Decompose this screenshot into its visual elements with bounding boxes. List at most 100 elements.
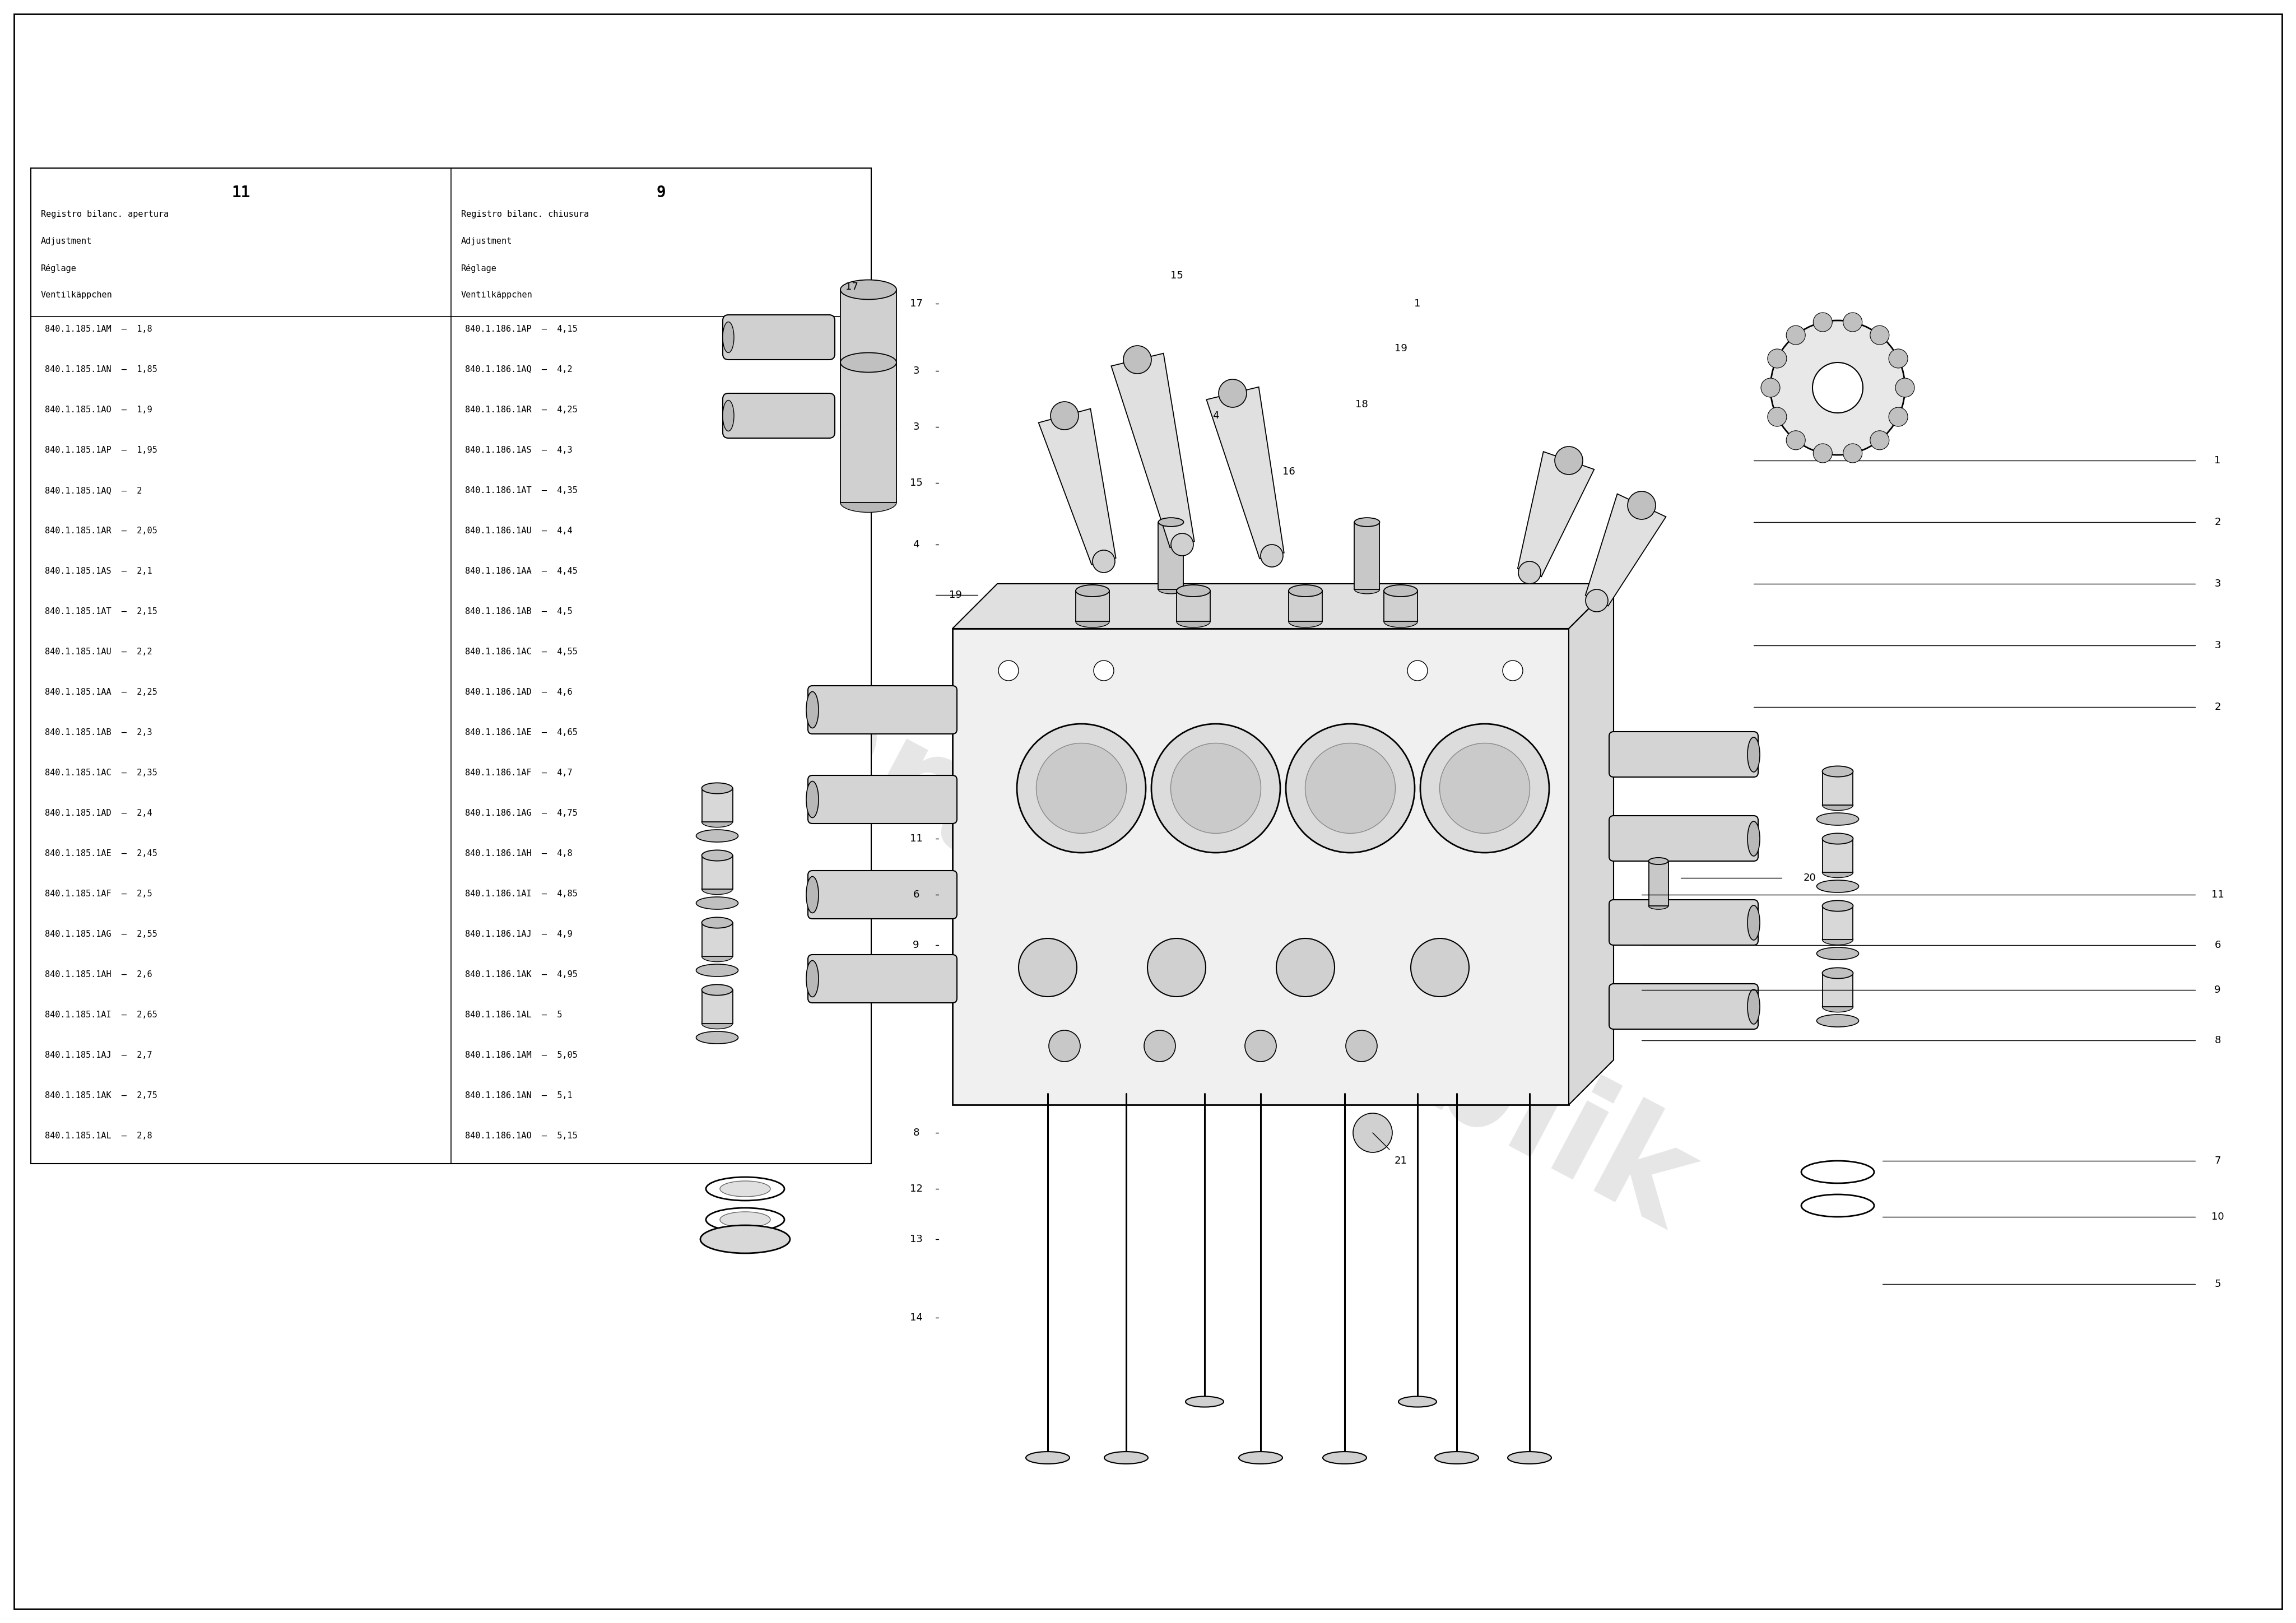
FancyBboxPatch shape [808,954,957,1003]
Ellipse shape [721,1212,771,1227]
Text: 840.1.185.1AU  —  2,2: 840.1.185.1AU — 2,2 [46,648,152,656]
Text: 840.1.185.1AK  —  2,75: 840.1.185.1AK — 2,75 [46,1091,158,1100]
Text: 3: 3 [914,365,918,377]
Circle shape [1786,430,1805,450]
Ellipse shape [1435,1451,1479,1464]
Bar [953,628,1568,1105]
Circle shape [1286,724,1414,852]
Ellipse shape [703,883,732,894]
Circle shape [1150,724,1281,852]
Circle shape [1844,313,1862,331]
FancyBboxPatch shape [1609,816,1759,862]
Text: 1: 1 [2213,456,2220,466]
Text: 840.1.186.1AS  —  4,3: 840.1.186.1AS — 4,3 [466,446,572,454]
Ellipse shape [1398,1396,1437,1407]
Circle shape [1244,1031,1277,1061]
Text: 840.1.186.1AA  —  4,45: 840.1.186.1AA — 4,45 [466,566,579,576]
Text: 840.1.185.1AL  —  2,8: 840.1.185.1AL — 2,8 [46,1131,152,1139]
Circle shape [1261,545,1283,566]
Bar [1823,974,1853,1006]
Text: 6: 6 [2213,940,2220,949]
Ellipse shape [1823,800,1853,810]
Circle shape [1421,724,1550,852]
Ellipse shape [1355,518,1380,526]
Text: 840.1.186.1AO  —  5,15: 840.1.186.1AO — 5,15 [466,1131,579,1139]
Circle shape [1171,534,1194,555]
Text: 2: 2 [2213,518,2220,527]
Text: 840.1.185.1AM  —  1,8: 840.1.185.1AM — 1,8 [46,325,152,333]
FancyBboxPatch shape [723,315,836,360]
Text: Réglage: Réglage [461,265,496,273]
Text: 840.1.186.1AE  —  4,65: 840.1.186.1AE — 4,65 [466,729,579,737]
Text: 11: 11 [2211,889,2225,899]
Ellipse shape [1159,518,1182,526]
Text: 4: 4 [1212,411,1219,420]
Text: 840.1.185.1AI  —  2,65: 840.1.185.1AI — 2,65 [46,1011,158,1019]
Bar [1823,771,1853,805]
Text: Ventilkäppchen: Ventilkäppchen [461,291,533,299]
Circle shape [1410,938,1469,997]
Text: 840.1.186.1AP  —  4,15: 840.1.186.1AP — 4,15 [466,325,579,333]
Ellipse shape [1026,1451,1070,1464]
FancyBboxPatch shape [808,870,957,919]
Text: 840.1.185.1AC  —  2,35: 840.1.185.1AC — 2,35 [46,769,158,777]
Ellipse shape [1508,1451,1552,1464]
Text: 9: 9 [914,940,918,949]
Text: 840.1.186.1AD  —  4,6: 840.1.186.1AD — 4,6 [466,688,572,696]
Text: 840.1.185.1AN  —  1,85: 840.1.185.1AN — 1,85 [46,365,158,373]
Circle shape [1052,401,1079,430]
Text: 840.1.185.1AD  —  2,4: 840.1.185.1AD — 2,4 [46,808,152,818]
Text: 840.1.185.1AP  —  1,95: 840.1.185.1AP — 1,95 [46,446,158,454]
Text: 2: 2 [2213,703,2220,712]
Ellipse shape [1823,1001,1853,1013]
Text: 840.1.185.1AB  —  2,3: 840.1.185.1AB — 2,3 [46,729,152,737]
Ellipse shape [806,876,820,912]
Bar [1384,591,1417,622]
Circle shape [1017,724,1146,852]
Text: 840.1.185.1AF  —  2,5: 840.1.185.1AF — 2,5 [46,889,152,898]
Text: 18: 18 [1355,399,1368,409]
Bar [840,289,895,430]
Text: 20: 20 [1802,873,1816,883]
Circle shape [1171,743,1261,833]
Text: 5: 5 [2213,1279,2220,1289]
Ellipse shape [1288,584,1322,597]
Text: 10: 10 [2211,1212,2225,1222]
Text: 840.1.185.1AE  —  2,45: 840.1.185.1AE — 2,45 [46,849,158,857]
Text: 840.1.185.1AH  —  2,6: 840.1.185.1AH — 2,6 [46,971,152,979]
Ellipse shape [1176,584,1210,597]
Ellipse shape [806,691,820,729]
Bar [703,855,732,889]
FancyBboxPatch shape [723,393,836,438]
Text: 840.1.186.1AC  —  4,55: 840.1.186.1AC — 4,55 [466,648,579,656]
Ellipse shape [1240,1451,1283,1464]
Circle shape [1219,380,1247,407]
Circle shape [1587,589,1607,612]
Ellipse shape [1159,584,1182,594]
Ellipse shape [1816,813,1860,824]
Circle shape [1770,320,1906,454]
Text: 840.1.186.1AM  —  5,05: 840.1.186.1AM — 5,05 [466,1052,579,1060]
Ellipse shape [721,1182,771,1196]
Text: 840.1.186.1AN  —  5,1: 840.1.186.1AN — 5,1 [466,1091,572,1100]
Text: 840.1.186.1AI  —  4,85: 840.1.186.1AI — 4,85 [466,889,579,898]
Polygon shape [1111,354,1194,547]
Ellipse shape [1077,615,1109,628]
Text: Ventilkäppchen: Ventilkäppchen [41,291,113,299]
Text: 17: 17 [845,282,859,292]
Ellipse shape [1747,906,1759,940]
Text: 840.1.186.1AT  —  4,35: 840.1.186.1AT — 4,35 [466,487,579,495]
Ellipse shape [1823,967,1853,979]
Polygon shape [1518,451,1593,576]
Ellipse shape [1288,615,1322,628]
Bar [1649,862,1669,906]
Text: 840.1.185.1AR  —  2,05: 840.1.185.1AR — 2,05 [46,526,158,536]
Polygon shape [953,584,1614,628]
FancyBboxPatch shape [808,776,957,823]
Ellipse shape [1816,880,1860,893]
Polygon shape [1205,386,1283,558]
Ellipse shape [1823,867,1853,878]
Bar [30,169,870,1164]
Ellipse shape [1355,584,1380,594]
Ellipse shape [840,352,895,372]
